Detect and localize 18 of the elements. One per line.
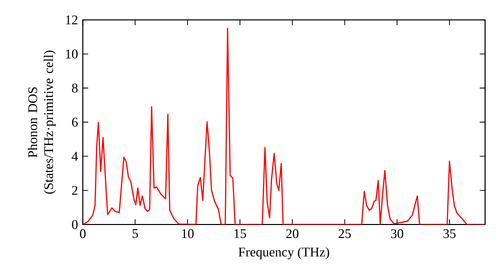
x-tick-label: 10 [182, 229, 194, 238]
x-tick-label: 20 [286, 229, 298, 238]
y-tick-label: 0 [72, 220, 78, 229]
x-tick-label: 35 [443, 229, 456, 238]
y-tick-label: 6 [72, 118, 78, 127]
y-tick-label: 8 [72, 84, 78, 92]
y-tick-label: 12 [66, 15, 78, 24]
x-tick-label: 30 [391, 229, 404, 238]
y-tick-label: 2 [72, 186, 78, 195]
x-tick-label: 25 [338, 229, 351, 238]
x-tick-label: 15 [234, 229, 246, 238]
x-tick-label: 0 [80, 229, 86, 238]
line-series [82, 28, 486, 224]
y-tick-label: 4 [72, 152, 78, 161]
x-axis-title: Frequency (THz) [238, 247, 330, 260]
y-axis-title: Phonon DOS (States/THz·primitive cell) [28, 50, 56, 194]
y-tick-label: 10 [66, 49, 78, 58]
x-tick-label: 5 [132, 229, 138, 238]
